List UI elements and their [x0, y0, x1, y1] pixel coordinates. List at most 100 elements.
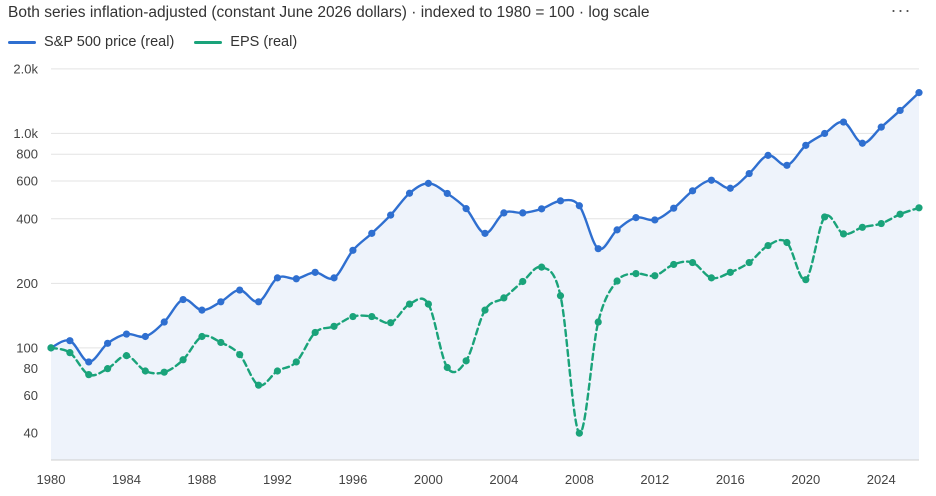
data-point-0-2021[interactable] — [821, 129, 829, 138]
data-point-1-1998[interactable] — [387, 319, 395, 327]
data-point-0-2024[interactable] — [877, 123, 885, 131]
data-point-1-2024[interactable] — [877, 219, 885, 228]
data-point-0-2015[interactable] — [707, 176, 716, 184]
data-point-1-2015[interactable] — [707, 274, 716, 282]
data-point-0-1987[interactable] — [179, 295, 187, 304]
data-point-0-2009[interactable] — [594, 245, 602, 253]
data-point-1-2025[interactable] — [896, 210, 904, 218]
data-point-1-2021[interactable] — [821, 213, 829, 221]
data-point-1-1992[interactable] — [273, 367, 282, 375]
data-point-0-2004[interactable] — [500, 209, 508, 217]
data-point-1-1994[interactable] — [311, 328, 319, 337]
data-point-0-1997[interactable] — [368, 229, 376, 237]
data-point-1-1990[interactable] — [236, 351, 244, 359]
data-point-1-1995[interactable] — [330, 322, 338, 330]
data-point-1-2020[interactable] — [802, 276, 810, 284]
data-point-1-1981[interactable] — [66, 349, 74, 357]
data-point-0-1994[interactable] — [311, 268, 319, 276]
data-point-1-2006[interactable] — [538, 263, 546, 271]
data-point-1-1986[interactable] — [160, 368, 168, 376]
data-point-1-1996[interactable] — [349, 312, 357, 321]
data-point-1-1989[interactable] — [217, 338, 225, 347]
data-point-0-1995[interactable] — [330, 274, 338, 282]
data-point-1-1988[interactable] — [198, 332, 206, 341]
data-point-1-2001[interactable] — [443, 363, 451, 372]
data-point-1-1999[interactable] — [405, 300, 414, 308]
data-point-1-1997[interactable] — [368, 312, 376, 321]
y-tick-label: 60 — [24, 388, 38, 403]
data-point-1-2010[interactable] — [613, 277, 621, 285]
data-point-0-2002[interactable] — [462, 205, 470, 213]
data-point-0-2001[interactable] — [443, 189, 451, 198]
data-point-1-1982[interactable] — [85, 371, 93, 379]
legend-item-eps[interactable]: EPS (real) — [194, 34, 297, 50]
data-point-0-2010[interactable] — [613, 226, 621, 234]
data-point-1-2014[interactable] — [688, 258, 697, 267]
data-point-1-1985[interactable] — [141, 367, 149, 375]
data-point-0-1981[interactable] — [66, 337, 74, 345]
data-point-1-2023[interactable] — [858, 223, 866, 231]
data-point-1-2019[interactable] — [783, 238, 791, 247]
data-point-1-2007[interactable] — [556, 292, 565, 300]
data-point-1-1991[interactable] — [254, 381, 263, 389]
data-point-0-2023[interactable] — [858, 139, 866, 147]
data-point-0-2011[interactable] — [632, 214, 640, 222]
data-point-0-1984[interactable] — [122, 330, 131, 338]
data-point-1-2013[interactable] — [670, 260, 678, 269]
legend-item-sp500[interactable]: S&P 500 price (real) — [8, 34, 174, 50]
data-point-1-2012[interactable] — [651, 272, 659, 280]
legend-swatch-eps — [194, 40, 223, 44]
data-point-1-1987[interactable] — [179, 356, 187, 364]
more-options-icon[interactable]: ··· — [890, 0, 912, 20]
data-point-1-1984[interactable] — [122, 352, 131, 360]
data-point-0-1992[interactable] — [273, 274, 282, 282]
y-tick-label: 1.0k — [13, 126, 38, 141]
data-point-0-2007[interactable] — [556, 197, 565, 205]
data-point-1-2005[interactable] — [519, 277, 527, 286]
data-point-1-1983[interactable] — [104, 365, 112, 373]
data-point-0-1996[interactable] — [349, 246, 357, 254]
data-point-0-2022[interactable] — [839, 118, 848, 126]
data-point-0-2014[interactable] — [688, 187, 697, 195]
data-point-1-2011[interactable] — [632, 270, 640, 278]
data-point-1-2022[interactable] — [839, 230, 848, 238]
data-point-1-1993[interactable] — [292, 358, 300, 366]
data-point-0-2003[interactable] — [481, 229, 489, 237]
data-point-0-2013[interactable] — [670, 204, 678, 212]
data-point-0-1989[interactable] — [217, 298, 225, 306]
data-point-0-1998[interactable] — [387, 211, 395, 219]
data-point-0-2026[interactable] — [915, 89, 923, 97]
data-point-0-2025[interactable] — [896, 106, 904, 115]
data-point-1-2004[interactable] — [500, 294, 508, 302]
data-point-0-1985[interactable] — [141, 332, 149, 341]
data-point-1-1980[interactable] — [47, 344, 55, 352]
data-point-0-2005[interactable] — [519, 209, 527, 217]
data-point-0-2008[interactable] — [575, 202, 583, 210]
data-point-1-2003[interactable] — [481, 306, 489, 314]
data-point-0-2020[interactable] — [802, 141, 810, 149]
data-point-1-2016[interactable] — [726, 268, 734, 276]
x-tick-label: 2024 — [867, 472, 896, 487]
data-point-0-2019[interactable] — [783, 161, 791, 169]
data-point-0-1982[interactable] — [85, 358, 93, 366]
data-point-0-1988[interactable] — [198, 306, 206, 314]
data-point-1-2018[interactable] — [764, 241, 772, 250]
data-point-0-2000[interactable] — [424, 179, 432, 187]
data-point-1-2008[interactable] — [575, 429, 583, 437]
data-point-1-2002[interactable] — [462, 357, 470, 365]
data-point-0-1993[interactable] — [292, 275, 300, 283]
data-point-1-2026[interactable] — [915, 204, 923, 212]
data-point-0-1990[interactable] — [236, 286, 244, 294]
data-point-0-2006[interactable] — [538, 205, 546, 213]
data-point-0-2016[interactable] — [726, 184, 734, 192]
data-point-0-2012[interactable] — [651, 216, 659, 224]
data-point-0-1999[interactable] — [405, 189, 414, 197]
data-point-1-2009[interactable] — [594, 318, 602, 326]
data-point-0-2018[interactable] — [764, 151, 772, 159]
data-point-0-1991[interactable] — [254, 298, 263, 306]
data-point-0-1986[interactable] — [160, 318, 168, 326]
data-point-1-2000[interactable] — [424, 300, 432, 308]
data-point-0-1983[interactable] — [104, 339, 112, 347]
data-point-1-2017[interactable] — [745, 258, 753, 267]
data-point-0-2017[interactable] — [745, 169, 753, 178]
